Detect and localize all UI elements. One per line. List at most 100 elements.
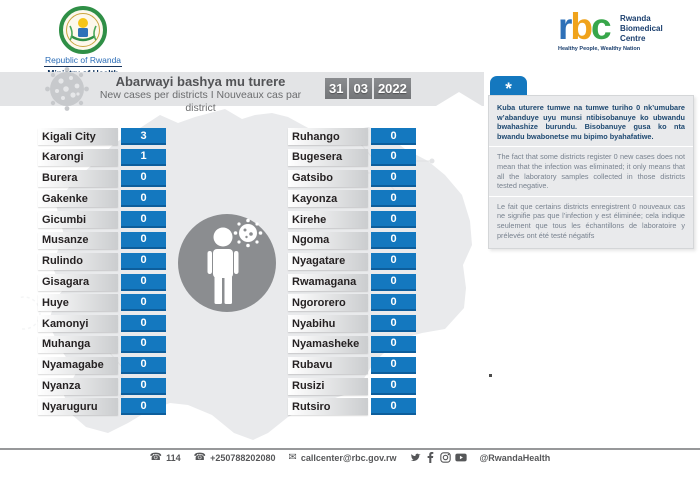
- district-value-box: 0: [371, 294, 416, 312]
- district-value-box: 0: [371, 315, 416, 333]
- rbc-tagline: Healthy People, Wealthy Nation: [558, 46, 641, 52]
- district-row: Bugesera 0: [288, 148, 416, 166]
- district-value-box: 3: [121, 128, 166, 145]
- district-value-box: 0: [121, 190, 166, 208]
- district-row: Ngoma 0: [288, 231, 416, 249]
- district-row: Kigali City 3: [38, 128, 166, 145]
- district-name: Kigali City: [38, 128, 118, 145]
- district-name: Rutsiro: [288, 398, 368, 416]
- district-name: Nyabihu: [288, 315, 368, 333]
- district-value-box: 0: [371, 252, 416, 270]
- date-month: 03: [349, 78, 372, 99]
- district-row: Nyabihu 0: [288, 315, 416, 333]
- instagram-icon: [439, 452, 451, 463]
- note-kinyarwanda: Kuba uturere tumwe na tumwe turiho 0 nk’…: [497, 103, 685, 141]
- phone-icon: ☎: [193, 452, 207, 463]
- footer-divider: [0, 448, 700, 450]
- social-handle: @RwandaHealth: [479, 452, 551, 463]
- rbc-logo: rbc Rwanda Biomedical Centre Healthy Peo…: [558, 6, 698, 52]
- district-value-box: 0: [121, 169, 166, 187]
- district-row: Nyagatare 0: [288, 252, 416, 270]
- district-value-box: 0: [121, 294, 166, 312]
- district-row: Karongi 1: [38, 148, 166, 166]
- district-name: Huye: [38, 294, 118, 312]
- date-year: 2022: [373, 78, 411, 99]
- district-value-box: 0: [371, 148, 416, 166]
- district-row: Rwamagana 0: [288, 273, 416, 291]
- hotline-item: ☎ 114: [150, 452, 181, 463]
- district-value-box: 0: [121, 377, 166, 395]
- district-value-box: 0: [371, 231, 416, 249]
- twitter-icon: [410, 453, 420, 461]
- district-name: Musanze: [38, 231, 118, 249]
- district-name: Ngoma: [288, 231, 368, 249]
- district-row: Ngororero 0: [288, 294, 416, 312]
- district-value-box: 0: [371, 273, 416, 291]
- district-row: Kamonyi 0: [38, 315, 166, 333]
- district-name: Rwamagana: [288, 273, 368, 291]
- district-value-box: 0: [371, 190, 416, 208]
- district-name: Nyamasheke: [288, 335, 368, 353]
- phone-number: +250788202080: [210, 452, 276, 463]
- district-row: Nyamasheke 0: [288, 335, 416, 353]
- district-name: Gisagara: [38, 273, 118, 291]
- note-french: Le fait que certains districts enregistr…: [497, 201, 685, 240]
- note-divider: [489, 195, 693, 197]
- district-name: Ngororero: [288, 294, 368, 312]
- band-wedge-decor: [436, 92, 482, 106]
- district-value-box: 0: [121, 211, 166, 229]
- social-icons: [410, 452, 467, 463]
- map-speck-decor: [489, 374, 492, 377]
- note-asterisk-tab: *: [490, 76, 527, 98]
- district-row: Gatsibo 0: [288, 169, 416, 187]
- district-row: Rusizi 0: [288, 377, 416, 395]
- district-name: Gicumbi: [38, 211, 118, 229]
- district-row: Gakenke 0: [38, 190, 166, 208]
- district-name: Nyamagabe: [38, 356, 118, 374]
- district-name: Nyanza: [38, 377, 118, 395]
- email-address: callcenter@rbc.gov.rw: [300, 452, 397, 463]
- note-box: Kuba uturere tumwe na tumwe turiho 0 nk’…: [488, 95, 694, 250]
- district-name: Bugesera: [288, 148, 368, 166]
- district-name: Gakenke: [38, 190, 118, 208]
- district-row: Musanze 0: [38, 231, 166, 249]
- envelope-icon: ✉: [288, 452, 297, 463]
- rbc-name: Rwanda Biomedical Centre: [620, 14, 663, 43]
- district-name: Burera: [38, 169, 118, 187]
- moh-divider: [44, 66, 122, 67]
- district-value-box: 0: [371, 356, 416, 374]
- page-subtitle: New cases per districts I Nouveaux cas p…: [99, 89, 302, 114]
- district-row: Kirehe 0: [288, 211, 416, 229]
- district-row: Rutsiro 0: [288, 398, 416, 416]
- district-value-box: 0: [371, 211, 416, 229]
- district-row: Rubavu 0: [288, 356, 416, 374]
- district-value-box: 0: [121, 335, 166, 353]
- district-column-right: Ruhango 0 Bugesera 0 Gatsibo 0 Kayonza 0…: [288, 128, 416, 416]
- district-row: Kayonza 0: [288, 190, 416, 208]
- district-value-box: 0: [371, 377, 416, 395]
- district-value-box: 0: [371, 128, 416, 145]
- band-text: Abarwayi bashya mu turere New cases per …: [88, 74, 313, 115]
- district-column-left: Kigali City 3 Karongi 1 Burera 0 Gakenke…: [38, 128, 166, 416]
- district-value-box: 0: [121, 315, 166, 333]
- district-value-box: 0: [121, 252, 166, 270]
- virus-dot-icon: [233, 218, 263, 248]
- district-name: Muhanga: [38, 335, 118, 353]
- district-value-box: 0: [371, 169, 416, 187]
- rwanda-coat-of-arms-icon: [59, 6, 107, 54]
- report-date: 31 03 2022: [325, 78, 411, 99]
- district-name: Rulindo: [38, 252, 118, 270]
- rbc-acronym: rbc: [558, 6, 612, 47]
- district-row: Gisagara 0: [38, 273, 166, 291]
- facebook-icon: [427, 452, 433, 463]
- district-name: Kamonyi: [38, 315, 118, 333]
- district-name: Rubavu: [288, 356, 368, 374]
- district-name: Kirehe: [288, 211, 368, 229]
- email-item: ✉ callcenter@rbc.gov.rw: [288, 452, 396, 463]
- footer-contacts: ☎ 114 ☎ +250788202080 ✉ callcenter@rbc.g…: [0, 452, 700, 463]
- district-name: Ruhango: [288, 128, 368, 145]
- district-name: Rusizi: [288, 377, 368, 395]
- district-row: Gicumbi 0: [38, 211, 166, 229]
- district-value-box: 1: [121, 148, 166, 166]
